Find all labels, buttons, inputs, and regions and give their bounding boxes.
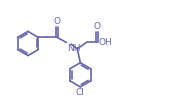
Text: Cl: Cl [76,88,85,97]
Text: O: O [54,17,61,26]
Text: O: O [93,22,100,31]
Text: NH: NH [67,44,80,53]
Text: OH: OH [99,38,112,47]
